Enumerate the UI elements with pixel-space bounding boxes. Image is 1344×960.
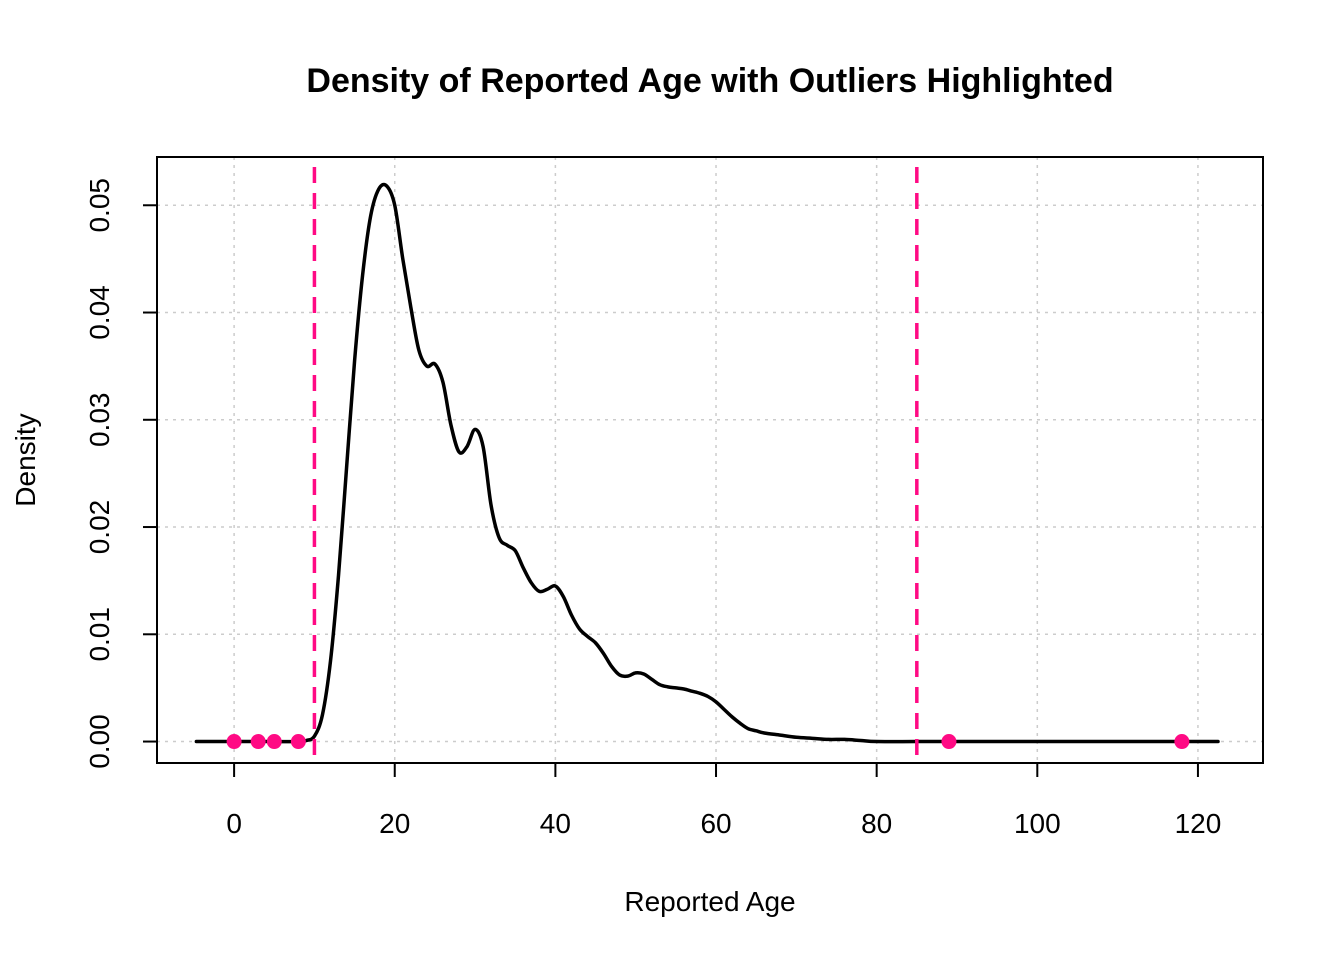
x-tick-label: 40 <box>540 808 571 839</box>
y-tick-label: 0.02 <box>84 500 115 555</box>
y-tick-label: 0.04 <box>84 285 115 340</box>
density-curve <box>194 182 1220 744</box>
y-tick-label: 0.03 <box>84 393 115 448</box>
x-tick-label: 20 <box>379 808 410 839</box>
x-tick-label: 80 <box>861 808 892 839</box>
y-tick-label: 0.05 <box>84 178 115 233</box>
x-axis-label: Reported Age <box>624 886 795 917</box>
outlier-point <box>266 734 282 750</box>
y-axis-label: Density <box>10 413 41 506</box>
y-tick-label: 0.00 <box>84 714 115 769</box>
x-axis: 0 20 40 60 80 100 120 <box>226 762 1222 839</box>
chart-title: Density of Reported Age with Outliers Hi… <box>306 62 1113 100</box>
plot-content <box>194 167 1220 763</box>
outlier-point <box>250 734 266 750</box>
x-tick-label: 0 <box>226 808 242 839</box>
y-tick-label: 0.01 <box>84 607 115 662</box>
x-tick-label: 120 <box>1175 808 1222 839</box>
x-tick-label: 100 <box>1014 808 1061 839</box>
x-tick-label: 60 <box>700 808 731 839</box>
plot-frame <box>156 156 1264 764</box>
outlier-point <box>290 734 306 750</box>
y-axis: 0.00 0.01 0.02 0.03 0.04 0.05 <box>84 178 158 769</box>
outlier-point <box>1174 734 1190 750</box>
outlier-point <box>226 734 242 750</box>
outlier-point <box>941 734 957 750</box>
grid-lines <box>157 157 1263 763</box>
